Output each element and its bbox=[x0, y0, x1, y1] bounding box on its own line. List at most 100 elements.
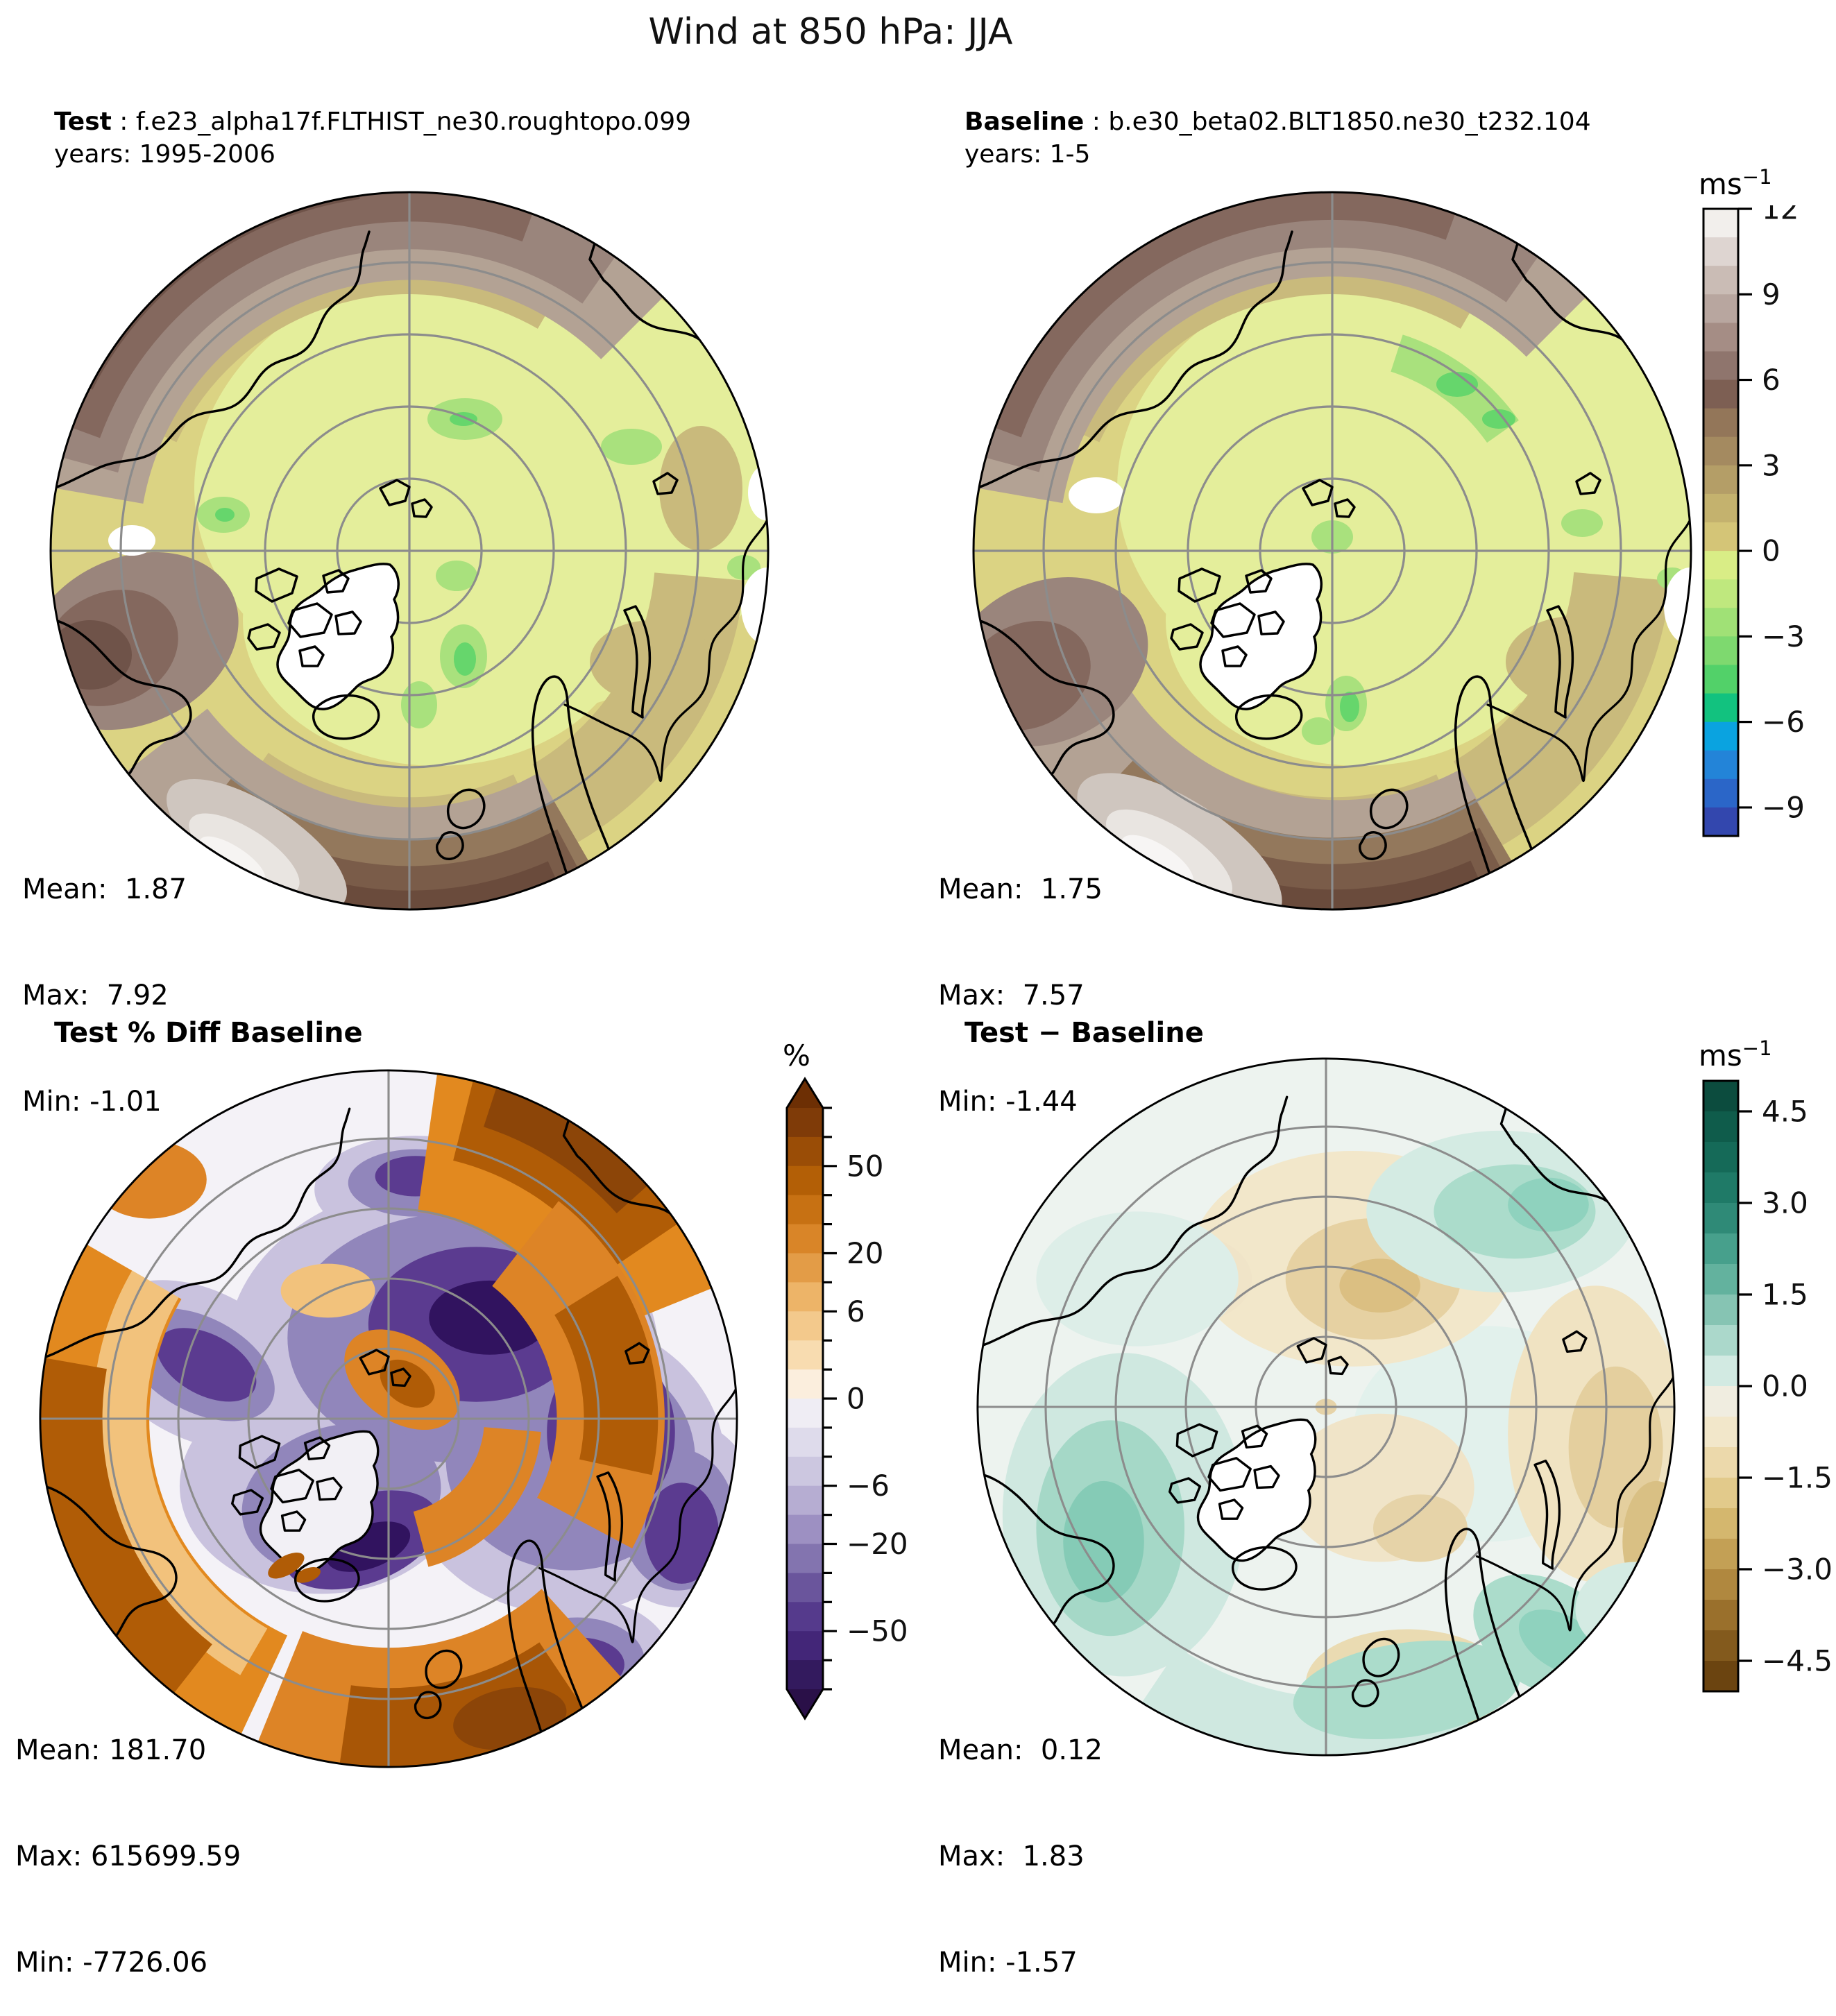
colorbar-segment bbox=[787, 1195, 823, 1225]
colorbar-segment bbox=[787, 1514, 823, 1545]
colorbar-segment bbox=[1703, 1569, 1738, 1600]
colorbar-tick-label: 4.5 bbox=[1762, 1095, 1808, 1129]
colorbar-segment bbox=[787, 1456, 823, 1487]
colorbar-segment bbox=[787, 1427, 823, 1458]
colorbar-segment bbox=[787, 1136, 823, 1167]
diff-stat-min: Min: -1.57 bbox=[938, 1947, 1078, 1979]
baseline-stats: Mean: 1.75 Max: 7.57 Min: -1.44 bbox=[938, 801, 1103, 1155]
diff-stat-mean: Mean: 0.12 bbox=[938, 1734, 1103, 1766]
colorbar-segment bbox=[1703, 1600, 1738, 1631]
colorbar-tick-label: −50 bbox=[847, 1614, 908, 1648]
colorbar-segment bbox=[1703, 1081, 1738, 1112]
colorbar-arrow-top bbox=[787, 1079, 823, 1108]
figure-title: Wind at 850 hPa: JJA bbox=[648, 11, 1013, 53]
colorbar-tick-label: 6 bbox=[1762, 363, 1780, 397]
colorbar-segment bbox=[787, 1544, 823, 1574]
colorbar-segment bbox=[1703, 807, 1738, 837]
map-test bbox=[49, 191, 770, 911]
colorbar-segment bbox=[1703, 1203, 1738, 1234]
colorbar-segment bbox=[1703, 493, 1738, 523]
baseline-label-case: : b.e30_beta02.BLT1850.ne30_t232.104 bbox=[1084, 108, 1591, 136]
colorbar-segment bbox=[1703, 1356, 1738, 1387]
colorbar-arrow-bottom bbox=[787, 1689, 823, 1718]
colorbar-segment bbox=[1703, 551, 1738, 580]
pct-diff-stats: Mean: 181.70 Max: 615699.59 Min: -7726.0… bbox=[15, 1662, 241, 2016]
test-label-years: years: 1995-2006 bbox=[54, 140, 275, 169]
colorbar-segment bbox=[1703, 721, 1738, 751]
colorbar-tick-label: −3.0 bbox=[1762, 1553, 1833, 1587]
colorbar-outline bbox=[1702, 207, 1740, 837]
speed-colorbar-units: ms−1 bbox=[1699, 165, 1772, 201]
colorbar-tick-label: −9 bbox=[1762, 790, 1805, 824]
test-stat-max: Max: 7.92 bbox=[22, 980, 169, 1011]
baseline-stat-max: Max: 7.57 bbox=[938, 980, 1085, 1011]
colorbar-tick-label: −3 bbox=[1762, 620, 1805, 654]
colorbar-segment bbox=[787, 1602, 823, 1632]
colorbar-segment bbox=[1703, 1233, 1738, 1265]
colorbar-segment bbox=[787, 1631, 823, 1661]
colorbar-segment bbox=[1703, 266, 1738, 295]
colorbar-segment bbox=[787, 1485, 823, 1516]
colorbar-segment bbox=[1703, 579, 1738, 608]
colorbar-segment bbox=[1703, 1111, 1738, 1143]
colorbar-segment bbox=[787, 1282, 823, 1312]
pct-diff-stat-max: Max: 615699.59 bbox=[15, 1840, 241, 1872]
map-baseline bbox=[972, 191, 1692, 911]
test-label-case: : f.e23_alpha17f.FLTHIST_ne30.roughtopo.… bbox=[111, 108, 691, 136]
colorbar-tick-label: −6 bbox=[1762, 705, 1805, 739]
colorbar-tick-label: 3 bbox=[1762, 448, 1780, 482]
colorbar-tick-label: −20 bbox=[847, 1527, 908, 1561]
pct-colorbar-units: % bbox=[783, 1039, 810, 1073]
colorbar-segment bbox=[1703, 408, 1738, 438]
diff-stat-max: Max: 1.83 bbox=[938, 1840, 1085, 1872]
test-stats: Mean: 1.87 Max: 7.92 Min: -1.01 bbox=[22, 801, 187, 1155]
pct-diff-stat-min: Min: -7726.06 bbox=[15, 1947, 208, 1979]
colorbar-segment bbox=[787, 1108, 823, 1138]
colorbar-segment bbox=[1703, 1295, 1738, 1326]
colorbar-tick-label: 3.0 bbox=[1762, 1186, 1808, 1220]
pct-diff-panel-title: Test % Diff Baseline bbox=[54, 1017, 363, 1049]
test-label-bold: Test bbox=[54, 108, 112, 136]
baseline-label-bold: Baseline bbox=[964, 108, 1085, 136]
baseline-stat-mean: Mean: 1.75 bbox=[938, 873, 1103, 905]
diff-colorbar: 4.5 3.0 1.5 0.0 −1.5 −3.0 −4.5 bbox=[1702, 1077, 1836, 1702]
colorbar-segment bbox=[1703, 778, 1738, 808]
baseline-stat-min: Min: -1.44 bbox=[938, 1086, 1078, 1118]
map-diff bbox=[976, 1057, 1676, 1757]
colorbar-segment bbox=[787, 1399, 823, 1428]
colorbar-segment bbox=[787, 1165, 823, 1196]
colorbar-segment bbox=[1703, 323, 1738, 352]
cb-speed-svg: 12 9 6 3 0 −3 −6 −9 bbox=[1702, 192, 1805, 837]
colorbar-segment bbox=[1703, 379, 1738, 409]
colorbar-segment bbox=[1703, 1142, 1738, 1173]
cb-diff-svg: 4.5 3.0 1.5 0.0 −1.5 −3.0 −4.5 bbox=[1702, 1079, 1833, 1693]
colorbar-segment bbox=[1703, 1508, 1738, 1539]
diff-panel-title: Test − Baseline bbox=[964, 1017, 1204, 1049]
colorbar-segment bbox=[1703, 1447, 1738, 1478]
colorbar-segment bbox=[1703, 1386, 1738, 1417]
figure-canvas: { "title": "Wind at 850 hPa: JJA", "pane… bbox=[15, 11, 1836, 1979]
colorbar-segment bbox=[1703, 636, 1738, 666]
colorbar-segment bbox=[1703, 1172, 1738, 1204]
colorbar-tick-label: −4.5 bbox=[1762, 1644, 1833, 1678]
test-panel-label: Test : f.e23_alpha17f.FLTHIST_ne30.rough… bbox=[54, 105, 691, 171]
cb-pct-svg: 50 20 6 0 −6 −20 −50 bbox=[785, 1077, 908, 1720]
colorbar-tick-label: 0.0 bbox=[1762, 1369, 1808, 1403]
colorbar-segment bbox=[787, 1340, 823, 1370]
colorbar-segment bbox=[1703, 1630, 1738, 1662]
baseline-label-years: years: 1-5 bbox=[964, 140, 1091, 169]
colorbar-tick-label: 0 bbox=[1762, 534, 1780, 568]
diff-colorbar-units: ms−1 bbox=[1699, 1036, 1772, 1073]
colorbar-segment bbox=[787, 1253, 823, 1283]
colorbar-segment bbox=[787, 1573, 823, 1603]
colorbar-segment bbox=[787, 1311, 823, 1341]
colorbar-tick-label: 0 bbox=[847, 1382, 865, 1416]
colorbar-segment bbox=[1703, 522, 1738, 552]
colorbar-tick-label: 12 bbox=[1762, 205, 1799, 226]
colorbar-segment bbox=[1703, 608, 1738, 638]
colorbar-segment bbox=[1703, 1325, 1738, 1356]
colorbar-segment bbox=[1703, 294, 1738, 324]
colorbar-segment bbox=[1703, 1661, 1738, 1692]
colorbar-tick-label: 1.5 bbox=[1762, 1278, 1808, 1312]
colorbar-segment bbox=[787, 1224, 823, 1254]
